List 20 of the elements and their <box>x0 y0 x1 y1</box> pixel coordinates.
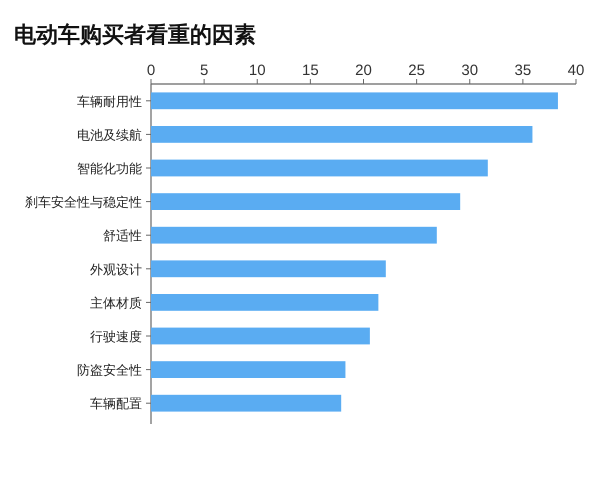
y-tick-label: 电池及续航 <box>77 127 142 142</box>
y-tick-label: 舒适性 <box>103 228 142 244</box>
y-tick-label: 防盗安全性 <box>77 362 142 378</box>
x-tick-label: 15 <box>302 62 319 79</box>
x-tick-label: 20 <box>355 62 372 79</box>
y-tick-label: 车辆耐用性 <box>77 94 142 109</box>
y-tick-label: 外观设计 <box>90 262 142 277</box>
x-tick-label: 40 <box>568 62 584 79</box>
y-tick-label: 车辆配置 <box>90 396 142 412</box>
y-tick-label: 主体材质 <box>90 295 142 310</box>
x-tick-label: 25 <box>408 62 425 79</box>
y-tick-label: 行驶速度 <box>90 329 142 344</box>
x-tick-label: 30 <box>461 62 478 79</box>
y-tick-label: 智能化功能 <box>77 161 142 176</box>
x-tick-label: 10 <box>248 62 266 79</box>
x-tick-label: 5 <box>200 62 208 79</box>
x-tick-label: 0 <box>146 62 156 79</box>
y-tick-label: 刹车安全性与稳定性 <box>25 194 142 210</box>
x-tick-label: 35 <box>514 62 532 79</box>
title: 电动车购买者看重的因素 <box>14 22 256 47</box>
